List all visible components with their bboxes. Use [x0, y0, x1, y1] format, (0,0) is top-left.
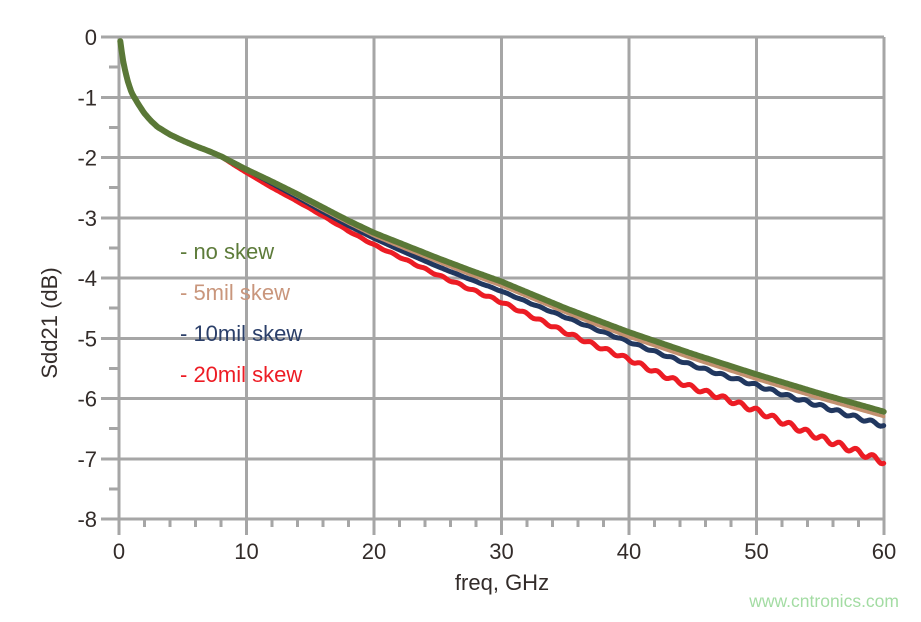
- y-tick-label--8: -8: [77, 507, 97, 532]
- x-axis-title: freq, GHz: [454, 570, 550, 595]
- y-axis-title: Sdd21 (dB): [37, 267, 62, 379]
- x-tick-label-20: 20: [362, 539, 386, 564]
- y-tick-label--6: -6: [77, 387, 97, 412]
- series-no-skew-curve: [117, 38, 887, 415]
- x-tick-label-10: 10: [234, 539, 258, 564]
- x-tick-label-30: 30: [489, 539, 513, 564]
- legend: - no skew - 5mil skew - 10mil skew - 20mil …: [180, 231, 302, 395]
- x-tick-label-0: 0: [113, 539, 125, 564]
- x-tick-label-60: 60: [872, 539, 896, 564]
- legend-item-20mil-skew: - 20mil skew: [180, 362, 303, 387]
- y-tick-label--3: -3: [77, 206, 97, 231]
- legend-item-5mil-skew: - 5mil skew: [180, 280, 291, 305]
- y-tick-label--4: -4: [77, 266, 97, 291]
- y-tick-label--2: -2: [77, 146, 97, 171]
- y-tick-label-0: 0: [85, 25, 97, 50]
- legend-item-10mil-skew: - 10mil skew: [180, 321, 303, 346]
- y-tick-label--1: -1: [77, 85, 97, 110]
- y-tick-label--5: -5: [77, 326, 97, 351]
- legend-item-no-skew: - no skew: [180, 239, 275, 264]
- x-tick-label-40: 40: [617, 539, 641, 564]
- x-tick-label-50: 50: [744, 539, 768, 564]
- watermark: www.cntronics.com: [749, 591, 899, 611]
- y-tick-label--7: -7: [77, 447, 97, 472]
